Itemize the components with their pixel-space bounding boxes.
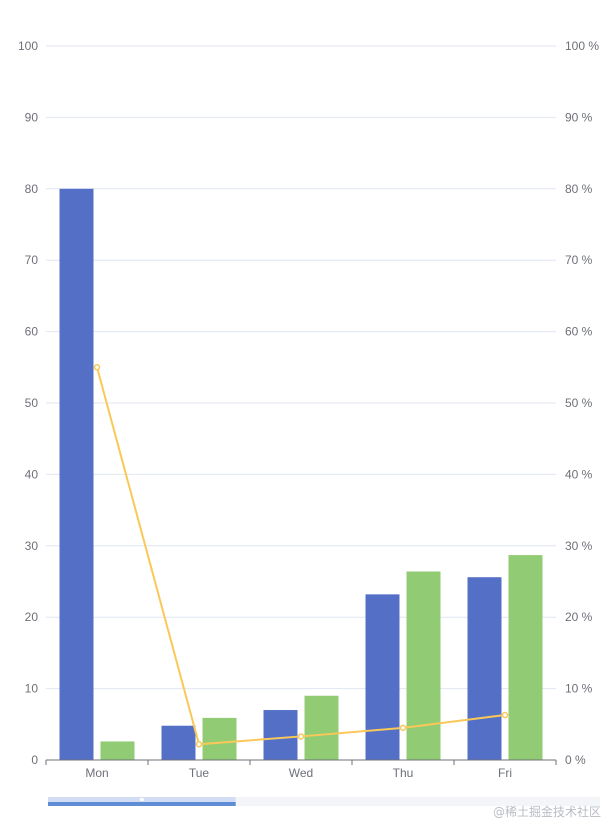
bar-mon-series-2 xyxy=(100,741,135,760)
left-tick-label: 20 xyxy=(25,610,39,624)
bar-wed-series-1 xyxy=(263,710,298,760)
right-tick-label: 10 % xyxy=(565,682,593,696)
right-tick-label: 20 % xyxy=(565,610,593,624)
right-tick-label: 90 % xyxy=(565,110,593,124)
right-tick-label: 0 % xyxy=(565,753,586,767)
x-tick-label: Tue xyxy=(189,766,210,780)
gridlines xyxy=(46,45,556,690)
left-tick-label: 80 xyxy=(25,182,39,196)
left-tick-label: 30 xyxy=(25,539,39,553)
line-series-path xyxy=(96,367,506,746)
line-point-thu xyxy=(399,724,407,732)
right-tick-label: 50 % xyxy=(565,396,593,410)
bar-wed-series-2 xyxy=(304,695,339,760)
bar-thu-series-2 xyxy=(406,571,441,760)
bar-thu-series-1 xyxy=(365,594,400,760)
watermark-text: @稀土掘金技术社区 xyxy=(493,804,601,819)
x-tick-label: Thu xyxy=(393,766,414,780)
zoom-handle[interactable] xyxy=(139,798,144,801)
line-point-fri xyxy=(501,711,509,719)
x-axis: Mon Tue Wed Thu Fri xyxy=(45,759,557,780)
left-tick-label: 90 xyxy=(25,110,39,124)
line-series xyxy=(93,364,509,748)
zoom-track[interactable] xyxy=(48,797,600,806)
left-tick-label: 100 xyxy=(18,39,38,53)
left-tick-label: 10 xyxy=(25,682,39,696)
right-tick-label: 70 % xyxy=(565,253,593,267)
right-tick-label: 60 % xyxy=(565,325,593,339)
line-point-tue xyxy=(195,741,203,748)
bar-mon-series-1 xyxy=(59,188,94,761)
right-tick-label: 80 % xyxy=(565,182,593,196)
bar-fri-series-1 xyxy=(467,577,502,760)
right-tick-label: 100 % xyxy=(565,39,599,53)
left-axis-ticks: 0 10 20 30 40 50 60 70 80 90 100 xyxy=(18,39,38,767)
right-tick-label: 30 % xyxy=(565,539,593,553)
left-tick-label: 60 xyxy=(25,325,39,339)
bar-tue-series-1 xyxy=(161,725,196,760)
zoom-selection[interactable] xyxy=(48,797,236,806)
x-tick-label: Wed xyxy=(289,766,313,780)
bar-fri-series-2 xyxy=(508,555,543,760)
zoom-selection-bar xyxy=(48,802,236,806)
data-zoom-slider[interactable] xyxy=(48,797,600,806)
line-point-wed xyxy=(297,733,305,740)
x-tick-label: Fri xyxy=(498,766,512,780)
left-tick-label: 50 xyxy=(25,396,39,410)
left-tick-label: 0 xyxy=(31,753,38,767)
line-point-mon xyxy=(93,364,101,371)
bar-tue-series-2 xyxy=(202,717,237,760)
right-tick-label: 40 % xyxy=(565,467,593,481)
left-tick-label: 70 xyxy=(25,253,39,267)
right-axis-ticks: 0 % 10 % 20 % 30 % 40 % 50 % 60 % 70 % 80 % 90 % 1… xyxy=(565,39,599,767)
bar-series xyxy=(59,188,543,761)
x-tick-label: Mon xyxy=(85,766,108,780)
left-tick-label: 40 xyxy=(25,467,39,481)
